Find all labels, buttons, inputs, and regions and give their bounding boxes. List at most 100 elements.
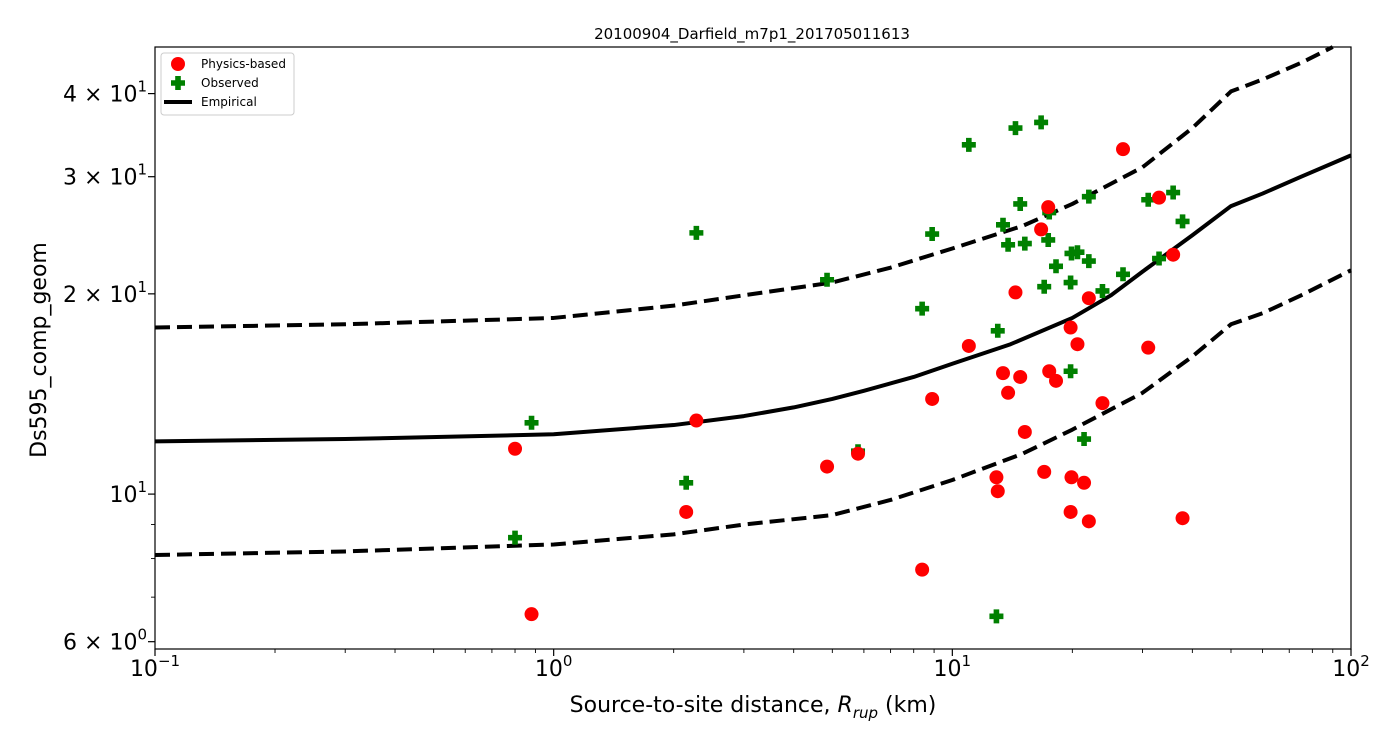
x-axis-label-main: Source-to-site distance,	[570, 693, 838, 718]
physics-based-point	[1041, 200, 1056, 215]
y-tick-label-mantissa: 4 × 10	[63, 83, 137, 108]
physics-based-point	[820, 459, 835, 474]
observed-point	[1081, 189, 1096, 204]
chart-title: 20100904_Darfield_m7p1_201705011613	[594, 25, 910, 44]
observed-point	[1037, 279, 1052, 294]
series-lines	[154, 45, 1352, 557]
observed-point	[1034, 115, 1049, 130]
x-tick-label-exponent: 2	[1360, 652, 1370, 670]
physics-based-point	[1141, 340, 1156, 355]
x-axis-label-subscript: rup	[853, 704, 878, 722]
legend-label: Physics-based	[201, 57, 286, 71]
physics-based-point	[1166, 247, 1181, 262]
y-tick-label-exponent: 1	[137, 478, 147, 496]
observed-point	[508, 530, 523, 545]
physics-based-point	[1037, 464, 1052, 479]
legend: Physics-based Observed Empirical	[160, 52, 295, 116]
x-axis-label-unit: (km)	[878, 693, 936, 718]
observed-point	[961, 137, 976, 152]
physics-based-point	[689, 413, 704, 428]
physics-based-point	[1049, 373, 1064, 388]
observed-point	[1063, 364, 1078, 379]
legend-label: Observed	[201, 76, 259, 90]
y-tick-label: 101	[109, 478, 147, 508]
physics-based-point	[851, 446, 866, 461]
empirical-upper-dashed-line	[154, 45, 1334, 330]
physics-based-point	[990, 484, 1005, 499]
y-tick-label-mantissa: 2 × 10	[63, 283, 137, 308]
physics-based-point	[1077, 475, 1092, 490]
observed-point	[1152, 251, 1167, 266]
x-tick-label-exponent: 0	[563, 652, 573, 670]
x-tick-label: 101	[934, 652, 972, 682]
y-tick-label-exponent: 0	[137, 626, 147, 644]
series-physics-based	[508, 142, 1190, 622]
legend-physics-marker	[171, 57, 185, 71]
observed-point	[524, 415, 539, 430]
observed-point	[1081, 254, 1096, 269]
observed-point	[1049, 259, 1064, 274]
plot-frame	[154, 46, 1352, 650]
observed-point	[689, 225, 704, 240]
physics-based-point	[1017, 424, 1032, 439]
physics-based-point	[925, 391, 940, 406]
physics-based-point	[679, 504, 694, 519]
y-tick-label-mantissa: 6 × 10	[63, 631, 137, 656]
observed-point	[679, 475, 694, 490]
physics-based-point	[915, 562, 930, 577]
observed-point	[989, 609, 1004, 624]
legend-box	[160, 52, 295, 116]
observed-point	[1041, 232, 1056, 247]
physics-based-point	[508, 441, 523, 456]
x-tick-label: 100	[535, 652, 573, 682]
observed-point	[820, 272, 835, 287]
physics-based-point	[1152, 190, 1167, 205]
observed-point	[1166, 185, 1181, 200]
x-axis-label-variable: R	[838, 693, 853, 718]
plot-background	[155, 47, 1351, 649]
x-tick-label: 102	[1332, 652, 1370, 682]
y-tick-label-exponent: 1	[137, 161, 147, 179]
physics-based-point	[1013, 369, 1028, 384]
x-axis-label: Source-to-site distance, Rrup (km)	[570, 693, 937, 722]
x-tick-label-exponent: −1	[158, 652, 180, 670]
physics-based-point	[1063, 320, 1078, 335]
x-tick-label-exponent: 1	[962, 652, 972, 670]
observed-point	[1070, 245, 1085, 260]
x-tick-label-base: 10	[934, 657, 962, 682]
observed-point	[1017, 236, 1032, 251]
observed-point	[925, 227, 940, 242]
physics-based-point	[961, 338, 976, 353]
physics-based-point	[1175, 511, 1190, 526]
physics-based-point	[989, 470, 1004, 485]
x-tick-labels: 10−1 100 101 102	[130, 652, 1370, 682]
observed-point	[990, 323, 1005, 338]
legend-label: Empirical	[201, 95, 257, 109]
physics-based-point	[524, 607, 539, 622]
observed-point	[1001, 237, 1016, 252]
physics-based-point	[1081, 514, 1096, 529]
physics-based-point	[1116, 142, 1131, 157]
y-tick-label-mantissa: 10	[109, 483, 137, 508]
y-tick-label: 4 × 101	[63, 78, 147, 108]
observed-point	[1095, 283, 1110, 298]
y-tick-label-exponent: 1	[137, 278, 147, 296]
physics-based-point	[1063, 504, 1078, 519]
physics-based-point	[996, 366, 1011, 381]
observed-point	[996, 217, 1011, 232]
x-tick-label-base: 10	[535, 657, 563, 682]
observed-point	[1077, 432, 1092, 447]
x-tick-label-base: 10	[1332, 657, 1360, 682]
empirical-lower-dashed-line	[154, 268, 1352, 557]
y-tick-label: 6 × 100	[63, 626, 147, 656]
y-tick-label-mantissa: 3 × 10	[63, 166, 137, 191]
observed-point	[1063, 275, 1078, 290]
physics-based-point	[1064, 470, 1079, 485]
physics-based-point	[1001, 385, 1016, 400]
physics-based-point	[1095, 396, 1110, 411]
observed-point	[915, 301, 930, 316]
physics-based-point	[1034, 222, 1049, 237]
y-axis-label: Ds595_comp_geom	[27, 242, 52, 458]
legend-observed-marker	[171, 76, 185, 90]
axis-ticks	[148, 92, 1352, 656]
